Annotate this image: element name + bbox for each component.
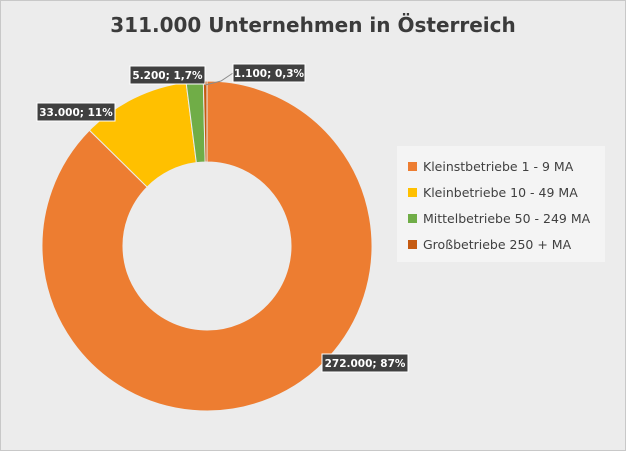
legend-item-2: Kleinbetriebe 10 - 49 MA (408, 184, 578, 200)
slice-1 (41, 80, 373, 412)
chart-legend: Kleinstbetriebe 1 - 9 MA Kleinbetriebe 10… (397, 146, 605, 262)
svg-text:1.100; 0,3%: 1.100; 0,3% (234, 68, 305, 80)
legend-swatch (408, 161, 417, 171)
legend-label: Großbetriebe 250 + MA (423, 236, 572, 252)
svg-text:33.000; 11%: 33.000; 11% (39, 107, 113, 119)
legend-item-4: Großbetriebe 250 + MA (408, 236, 571, 252)
legend-swatch (408, 213, 417, 223)
data-label-2: 33.000; 11% (36, 102, 116, 122)
legend-swatch (408, 239, 417, 249)
legend-label: Mittelbetriebe 50 - 249 MA (423, 210, 591, 226)
leader-line (205, 72, 234, 86)
legend-label: Kleinbetriebe 10 - 49 MA (423, 184, 578, 200)
svg-text:5.200; 1,7%: 5.200; 1,7% (132, 70, 203, 82)
data-label-1: 272.000; 87% (321, 353, 409, 373)
svg-text:272.000; 87%: 272.000; 87% (325, 358, 406, 370)
legend-item-1: Kleinstbetriebe 1 - 9 MA (408, 158, 573, 174)
data-label-4: 1.100; 0,3% (232, 63, 306, 83)
data-label-3: 5.200; 1,7% (129, 65, 206, 85)
legend-label: Kleinstbetriebe 1 - 9 MA (423, 158, 574, 174)
chart-title: 311.000 Unternehmen in Österreich (110, 13, 516, 37)
legend-swatch (408, 187, 417, 197)
legend-item-3: Mittelbetriebe 50 - 249 MA (408, 210, 590, 226)
